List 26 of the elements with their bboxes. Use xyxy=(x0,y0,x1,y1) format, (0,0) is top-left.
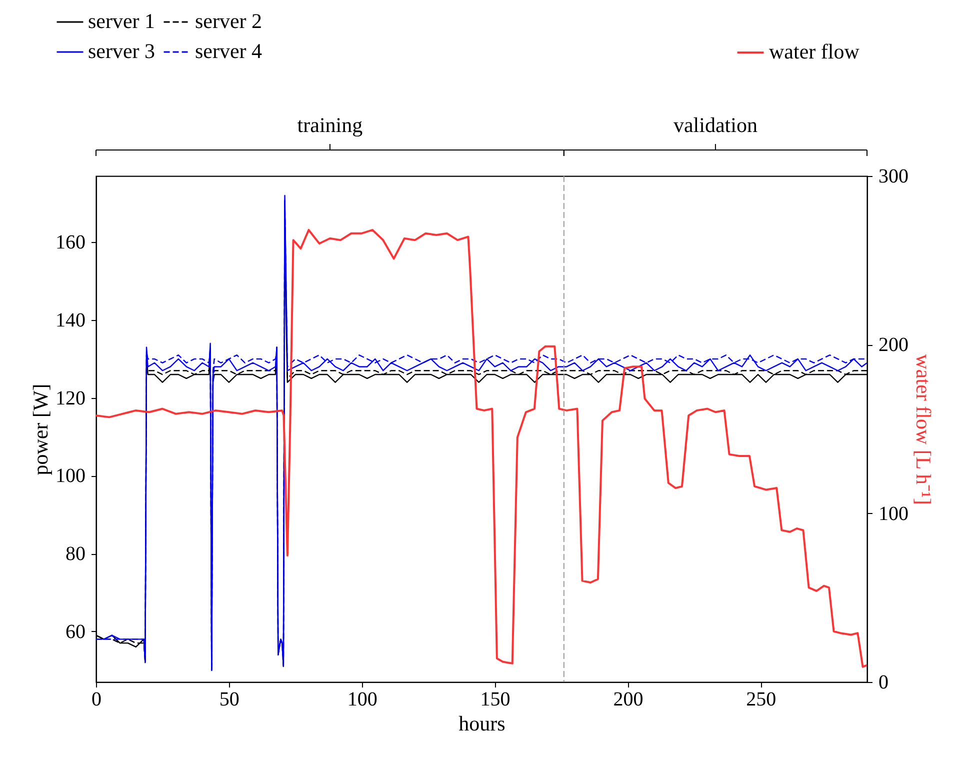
y-tick-label: 80 xyxy=(66,543,86,566)
x-tick-label: 50 xyxy=(219,688,240,710)
y-tick-label: 120 xyxy=(56,387,86,410)
legend-label: server 4 xyxy=(195,39,263,63)
x-tick-label: 150 xyxy=(480,688,510,710)
text: training xyxy=(297,113,364,137)
legend-label: server 3 xyxy=(88,39,156,63)
y-tick-label: 100 xyxy=(56,465,86,488)
x-tick-label: 250 xyxy=(746,688,776,710)
x-tick-label: 0 xyxy=(92,688,102,710)
y-axis-title: power [W] xyxy=(28,384,52,476)
y2-axis-title: water flow [L h⁻¹] xyxy=(912,354,936,505)
y2-tick-label: 200 xyxy=(878,334,908,356)
y-tick-label: 60 xyxy=(66,620,86,643)
x-tick-label: 200 xyxy=(613,688,644,710)
legend-label: water flow xyxy=(769,40,860,64)
y2-tick-label: 0 xyxy=(878,672,888,694)
y2-tick-label: 100 xyxy=(878,502,908,525)
legend-label: server 1 xyxy=(88,9,156,33)
text: validation xyxy=(673,113,758,137)
x-axis-title: hours xyxy=(458,712,506,736)
y2-tick-label: 300 xyxy=(878,166,908,188)
y-tick-label: 140 xyxy=(56,310,86,332)
y-tick-label: 160 xyxy=(56,232,86,254)
legend-label: server 2 xyxy=(195,9,262,33)
x-tick-label: 100 xyxy=(347,688,378,710)
